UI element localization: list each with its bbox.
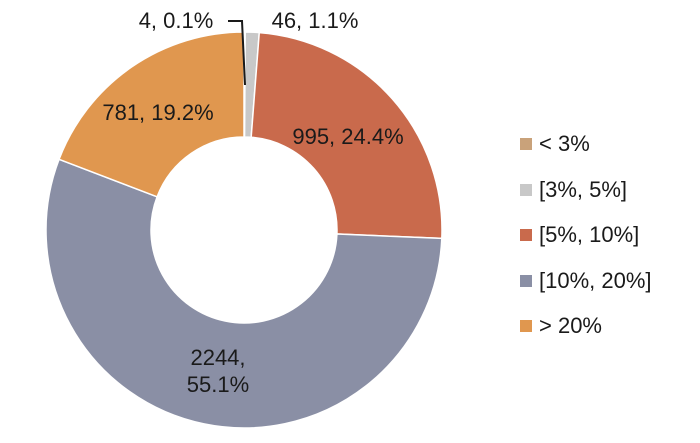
leader-lines (228, 20, 246, 86)
legend-label: [10%, 20%] (539, 267, 652, 293)
data-label-5-10: 995, 24.4% (292, 124, 403, 149)
legend-item-10-20: [10%, 20%] (520, 267, 690, 293)
legend-item-3: < 3% (520, 131, 690, 156)
slice-5-10 (250, 31, 443, 240)
legend-item-20: > 20% (520, 313, 690, 338)
donut-slices (45, 31, 443, 429)
legend-swatch (520, 138, 532, 150)
data-label-3-5: 46, 1.1% (272, 8, 359, 33)
legend-label: < 3% (539, 131, 590, 156)
slice-20 (58, 31, 245, 198)
data-label-3: 4, 0.1% (139, 8, 214, 33)
slice-10-20 (45, 158, 443, 429)
legend-swatch (520, 229, 532, 241)
legend-swatch (520, 320, 532, 332)
legend-label: > 20% (539, 313, 602, 338)
legend-label: [5%, 10%] (539, 222, 640, 247)
leader-line (228, 20, 246, 86)
data-labels: 4, 0.1% 46, 1.1% 995, 24.4% 2244, 55.1% 781, … (102, 8, 403, 397)
data-label-10-20: 2244, 55.1% (187, 345, 249, 397)
legend-label: [3%, 5%] (539, 176, 628, 202)
legend-swatch (520, 183, 532, 196)
legend: < 3% [3%, 5%] [5%, 10%] [10%, 20%] > 20% (520, 131, 690, 362)
data-label-20: 781, 19.2% (102, 100, 213, 125)
legend-item-5-10: [5%, 10%] (520, 222, 690, 247)
legend-item-3-5: [3%, 5%] (520, 176, 690, 202)
legend-swatch (520, 274, 532, 287)
